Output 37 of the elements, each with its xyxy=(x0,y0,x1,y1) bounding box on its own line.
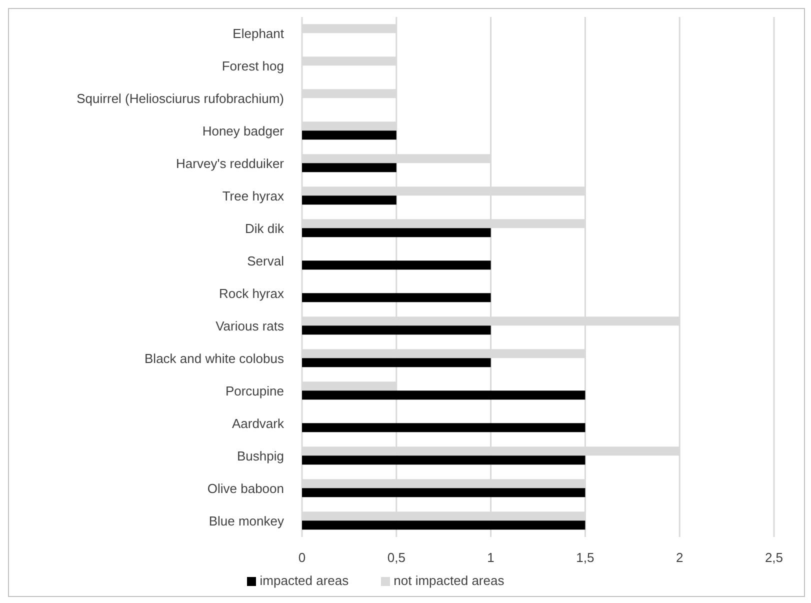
bar xyxy=(302,358,491,368)
y-tick-label: Elephant xyxy=(232,26,284,41)
legend-label: not impacted areas xyxy=(394,573,504,588)
bar xyxy=(302,423,586,432)
bar xyxy=(302,260,491,270)
bar xyxy=(302,456,586,465)
y-tick-label: Various rats xyxy=(216,318,284,334)
bar xyxy=(302,293,491,302)
y-tick-label: Honey badger xyxy=(202,123,285,138)
y-tick-label: Bushpig xyxy=(237,448,284,464)
y-tick-label: Blue monkey xyxy=(208,513,284,528)
x-tick-label: 0,5 xyxy=(387,550,406,566)
bar xyxy=(302,130,396,140)
y-tick-label: Squirrel (Heliosciurus rufobrachium) xyxy=(76,90,284,106)
y-tick-label: Serval xyxy=(247,253,284,268)
y-tick-label: Forest hog xyxy=(222,58,284,74)
y-tick-label: Dik dik xyxy=(244,220,284,236)
x-tick-label: 2,5 xyxy=(764,550,784,566)
bar xyxy=(302,390,586,400)
x-tick-label: 1 xyxy=(487,550,494,566)
bar xyxy=(302,520,586,530)
x-tick-label: 1,5 xyxy=(576,550,594,566)
bar xyxy=(302,488,586,498)
y-tick-label: Olive baboon xyxy=(207,480,284,496)
y-tick-label: Black and white colobus xyxy=(144,350,284,366)
legend-label: impacted areas xyxy=(260,573,349,588)
y-tick-label: Porcupine xyxy=(225,383,284,398)
bar xyxy=(302,326,491,335)
bar xyxy=(302,196,396,205)
x-tick-label: 0 xyxy=(298,550,306,566)
y-tick-label: Harvey's redduiker xyxy=(176,156,285,171)
x-tick-label: 2 xyxy=(676,550,684,566)
y-tick-label: Tree hyrax xyxy=(222,188,284,204)
bar xyxy=(302,228,491,238)
bar xyxy=(302,163,396,172)
y-tick-label: Rock hyrax xyxy=(218,286,284,301)
y-tick-label: Aardvark xyxy=(232,416,284,431)
